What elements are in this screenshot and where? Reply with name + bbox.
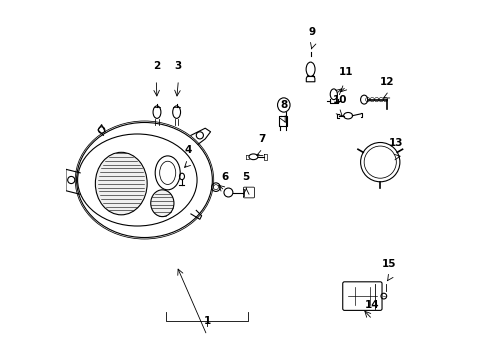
Text: 15: 15 xyxy=(381,259,396,269)
Text: 3: 3 xyxy=(174,61,182,71)
Text: 9: 9 xyxy=(308,27,315,37)
Ellipse shape xyxy=(95,152,147,215)
Text: 6: 6 xyxy=(221,172,228,182)
Text: 8: 8 xyxy=(280,100,287,111)
Text: 2: 2 xyxy=(152,61,160,71)
Text: 14: 14 xyxy=(365,300,379,310)
Text: 4: 4 xyxy=(184,145,191,155)
Text: 10: 10 xyxy=(332,95,347,105)
Text: 5: 5 xyxy=(242,172,249,182)
Text: 11: 11 xyxy=(338,67,353,77)
Text: 7: 7 xyxy=(258,134,265,144)
Ellipse shape xyxy=(150,190,174,217)
Text: 13: 13 xyxy=(388,138,403,148)
Text: 1: 1 xyxy=(203,316,210,327)
Text: 12: 12 xyxy=(379,77,394,87)
